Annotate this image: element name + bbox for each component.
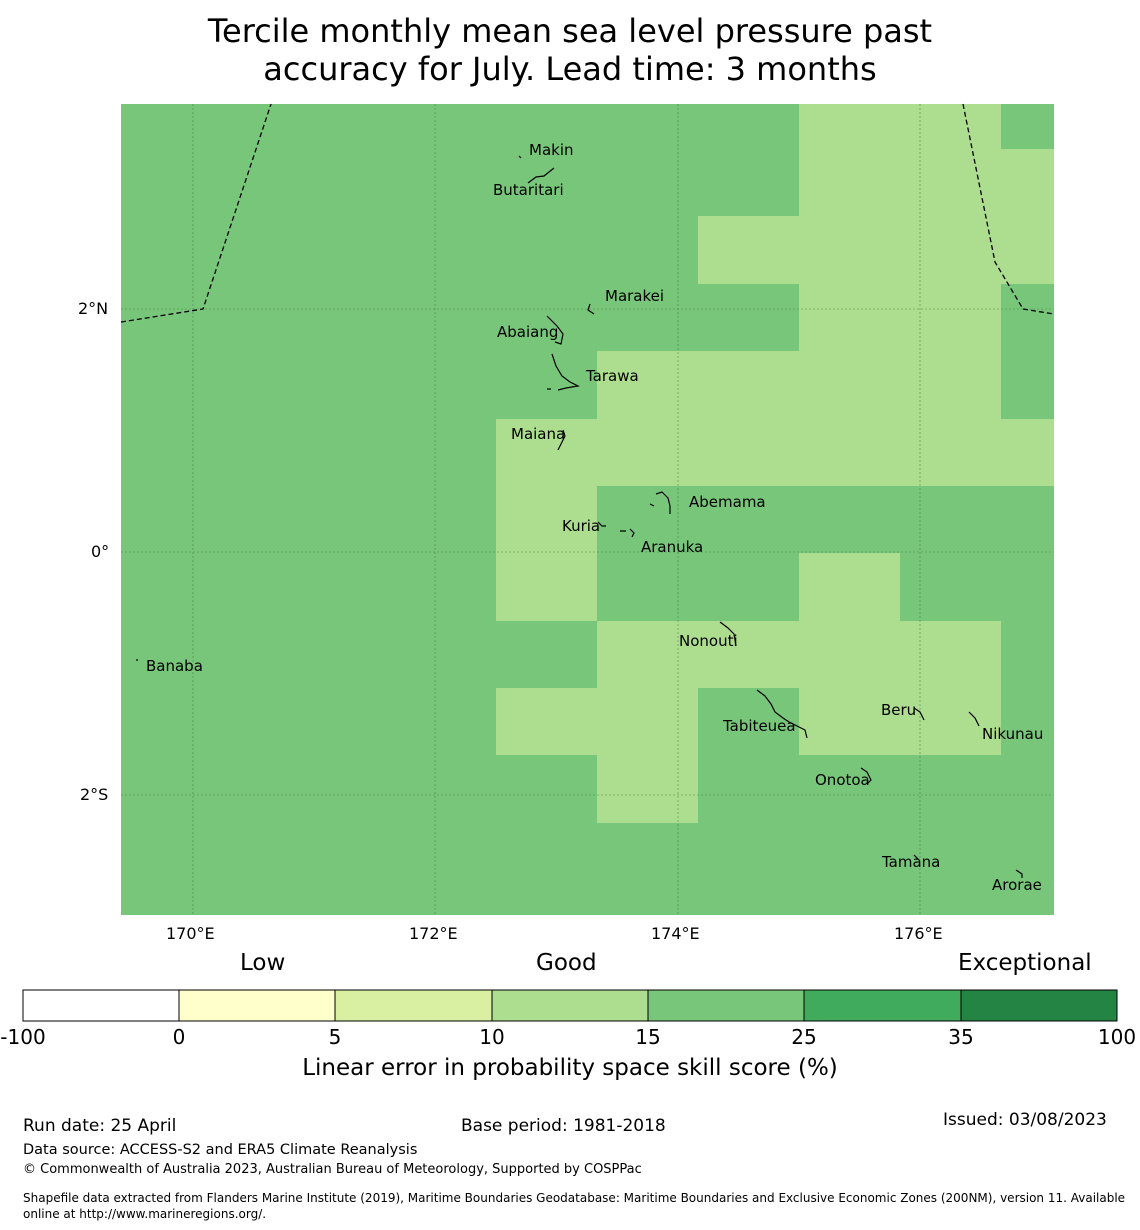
island-label-tarawa: Tarawa <box>586 367 639 385</box>
run-date: Run date: 25 April <box>23 1116 177 1136</box>
lat-tick-2s: 2°S <box>80 785 109 804</box>
eez-boundaries <box>120 103 1055 323</box>
island-label-nonouti: Nonouti <box>679 632 738 650</box>
colorbar-tick: 35 <box>948 1025 974 1049</box>
island-label-banaba: Banaba <box>146 657 203 675</box>
category-exceptional: Exceptional <box>958 950 1092 976</box>
island-label-tamana: Tamana <box>882 853 941 871</box>
category-low: Low <box>240 950 286 976</box>
island-label-aranuka: Aranuka <box>641 538 704 556</box>
island-label-marakei: Marakei <box>605 287 665 305</box>
lat-tick-2n: 2°N <box>78 299 109 318</box>
island-label-arorae: Arorae <box>992 876 1042 894</box>
base-period: Base period: 1981-2018 <box>461 1116 666 1136</box>
lon-tick-172e: 172°E <box>409 924 458 943</box>
lon-tick-170e: 170°E <box>166 924 215 943</box>
category-good: Good <box>536 950 597 976</box>
shapefile-credit-line2: online at http://www.marineregions.org/. <box>23 1207 267 1221</box>
colorbar-tick: 15 <box>635 1025 661 1049</box>
copyright: © Commonwealth of Australia 2023, Austra… <box>23 1162 642 1177</box>
shapefile-credit-line1: Shapefile data extracted from Flanders M… <box>23 1191 1126 1205</box>
colorbar-title: Linear error in probability space skill … <box>302 1055 838 1081</box>
colorbar-tick: 5 <box>328 1025 342 1049</box>
island-label-nikunau: Nikunau <box>982 725 1044 743</box>
lat-tick-0: 0° <box>91 542 110 561</box>
map-title-line1: Tercile monthly mean sea level pressure … <box>207 12 933 50</box>
colorbar-tick: 10 <box>479 1025 505 1049</box>
island-outlines <box>136 155 1023 878</box>
island-label-tabiteuea: Tabiteuea <box>723 717 796 735</box>
issued-date: Issued: 03/08/2023 <box>943 1110 1107 1130</box>
colorbar-tick: 0 <box>172 1025 186 1049</box>
graticule <box>121 104 1054 915</box>
island-label-abemama: Abemama <box>689 493 766 511</box>
data-source: Data source: ACCESS-S2 and ERA5 Climate … <box>23 1142 418 1158</box>
island-label-abaiang: Abaiang <box>497 323 559 341</box>
colorbar <box>22 989 1118 1022</box>
colorbar-tick: 25 <box>791 1025 817 1049</box>
island-label-butaritari: Butaritari <box>493 181 564 199</box>
colorbar-tick: 100 <box>1097 1025 1137 1049</box>
island-label-onotoa: Onotoa <box>815 771 870 789</box>
island-label-beru: Beru <box>881 701 917 719</box>
island-label-kuria: Kuria <box>562 517 601 535</box>
island-label-maiana: Maiana <box>511 425 566 443</box>
map-title-line2: accuracy for July. Lead time: 3 months <box>263 50 877 88</box>
lon-tick-176e: 176°E <box>894 924 943 943</box>
lon-tick-174e: 174°E <box>651 924 700 943</box>
island-label-makin: Makin <box>529 141 574 159</box>
colorbar-tick: -100 <box>0 1025 46 1049</box>
skill-cells-light <box>496 104 1054 823</box>
